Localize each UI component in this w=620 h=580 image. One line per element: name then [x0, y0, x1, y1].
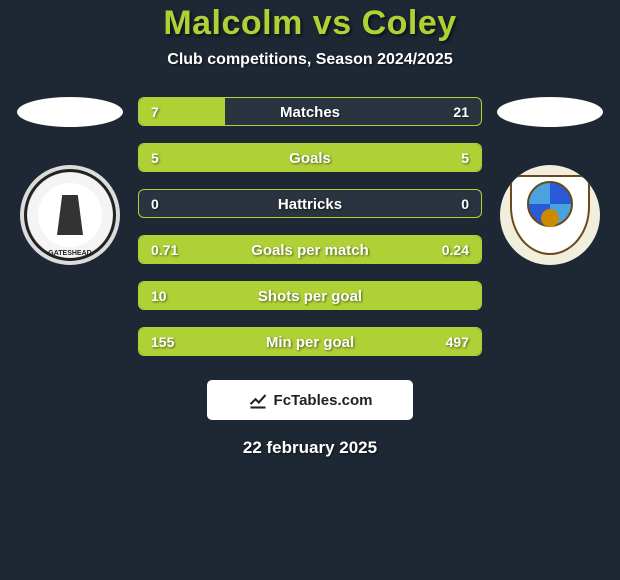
sutton-united-badge [500, 165, 600, 265]
page-title: Malcolm vs Coley [0, 4, 620, 43]
gateshead-fc-badge: GATESHEAD [20, 165, 120, 265]
brand-pill[interactable]: FcTables.com [207, 380, 413, 420]
main-layout: GATESHEAD 721Matches 55Goals 00Hattricks 0.… [0, 97, 620, 356]
player-left-column: GATESHEAD [10, 97, 130, 265]
brand-label: FcTables.com [274, 392, 373, 409]
stat-row: 10Shots per goal [138, 281, 482, 310]
stat-label: Hattricks [139, 190, 481, 217]
player-left-photo [17, 97, 123, 127]
stat-row: 55Goals [138, 143, 482, 172]
chart-icon [248, 390, 268, 410]
stat-row: 00Hattricks [138, 189, 482, 218]
player-right-photo [497, 97, 603, 127]
stat-row: 155497Min per goal [138, 327, 482, 356]
stat-label: Matches [139, 98, 481, 125]
stats-list: 721Matches 55Goals 00Hattricks 0.710.24Goal… [138, 97, 482, 356]
stat-label: Min per goal [139, 328, 481, 355]
stat-label: Shots per goal [139, 282, 481, 309]
stat-label: Goals per match [139, 236, 481, 263]
player-right-column [490, 97, 610, 265]
stat-row: 0.710.24Goals per match [138, 235, 482, 264]
comparison-card: Malcolm vs Coley Club competitions, Seas… [0, 0, 620, 458]
subtitle: Club competitions, Season 2024/2025 [0, 51, 620, 69]
stat-label: Goals [139, 144, 481, 171]
date-label: 22 february 2025 [0, 438, 620, 458]
stat-row: 721Matches [138, 97, 482, 126]
